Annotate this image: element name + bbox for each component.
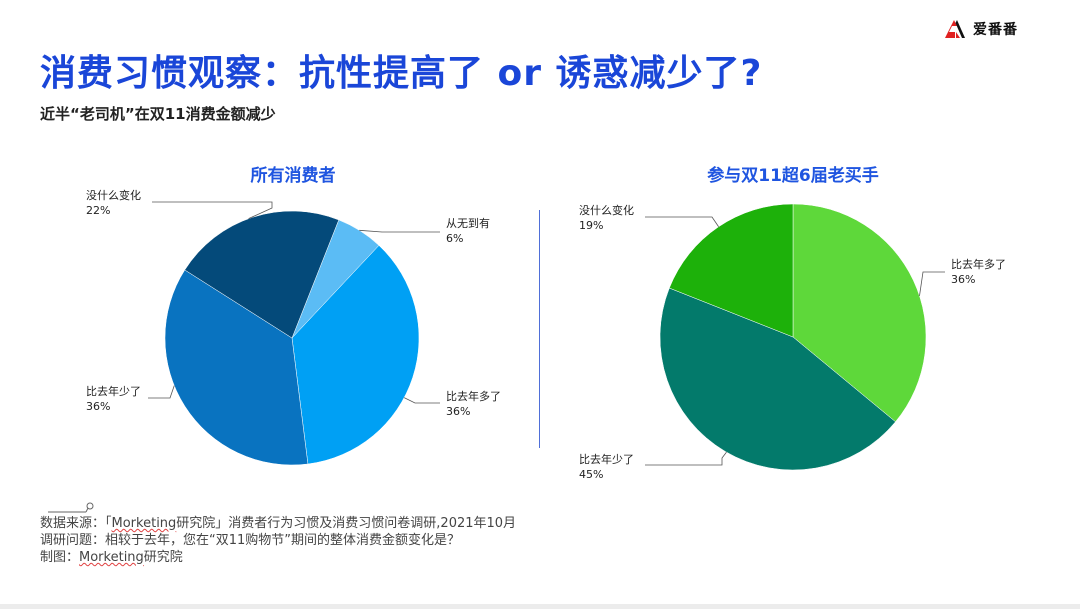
chart-1-slice-value-3: 22%: [86, 204, 110, 217]
source-line-2: 调研问题：相较于去年，您在“双11购物节”期间的整体消费金额变化是？: [40, 533, 461, 548]
bottom-band: [0, 604, 1080, 609]
chart-1-slice-value-1: 36%: [446, 405, 470, 418]
chart-1-slice-2: [164, 269, 309, 466]
chart-2-slice-value-0: 36%: [951, 273, 975, 286]
chart-2-slice-label-2: 没什么变化: [579, 203, 634, 217]
chart-1-slice-label-3: 没什么变化: [86, 188, 141, 202]
chart-2-slice-0: [792, 203, 927, 423]
chart-1-slice-1: [291, 245, 420, 465]
chart-1-slice-label-2: 比去年少了: [86, 384, 141, 398]
chart-1-slice-label-0: 从无到有: [446, 216, 490, 230]
chart-1-title: 所有消费者: [250, 166, 336, 186]
chart-2-leader-line-2: [645, 216, 719, 227]
pie-chart-all-consumers: 从无到有 6% 比去年多了 36% 比去年少了 36% 没什么变化 22%: [86, 188, 501, 466]
chart-2-slice-value-1: 45%: [579, 468, 603, 481]
source-line-3: 制图：Morketing研究院: [40, 550, 183, 565]
source-line-1: 数据来源：「Morketing研究院」消费者行为习惯及消费习惯问卷调研,2021…: [40, 516, 517, 531]
page-subtitle: 近半“老司机”在双11消费金额减少: [40, 105, 276, 123]
chart-1-leader-line-1: [403, 397, 440, 404]
chart-1-leader-line-0: [359, 229, 440, 233]
chart-divider: [539, 210, 540, 448]
chart-1-leader-line-3: [152, 201, 273, 220]
chart-2-leader-line-1: [645, 451, 727, 466]
source-notes: 数据来源：「Morketing研究院」消费者行为习惯及消费习惯问卷调研,2021…: [40, 515, 516, 566]
chart-2-slice-label-1: 比去年少了: [579, 452, 634, 466]
source-decoration-icon: [48, 502, 94, 513]
pie-chart-veteran-buyers: 比去年多了 36% 比去年少了 45% 没什么变化 19%: [579, 203, 1006, 481]
chart-2-leader-line-0: [919, 271, 945, 296]
chart-1-leader-line-2: [148, 385, 175, 399]
chart-2-slice-2: [669, 203, 794, 338]
chart-1-slice-3: [184, 210, 340, 339]
brand-name: 爱番番: [973, 22, 1018, 38]
brand-logo-icon: [945, 20, 965, 38]
chart-2-title: 参与双11超6届老买手: [707, 166, 879, 186]
page-title: 消费习惯观察：抗性提高了 or 诱惑减少了?: [40, 53, 763, 94]
chart-2-slice-1: [659, 287, 896, 471]
chart-2-slice-value-2: 19%: [579, 219, 603, 232]
chart-1-slice-label-1: 比去年多了: [446, 389, 501, 403]
brand-logo: 爱番番: [943, 18, 1018, 40]
chart-2-slice-label-0: 比去年多了: [951, 257, 1006, 271]
chart-1-slice-value-0: 6%: [446, 232, 463, 245]
chart-1-slice-value-2: 36%: [86, 400, 110, 413]
